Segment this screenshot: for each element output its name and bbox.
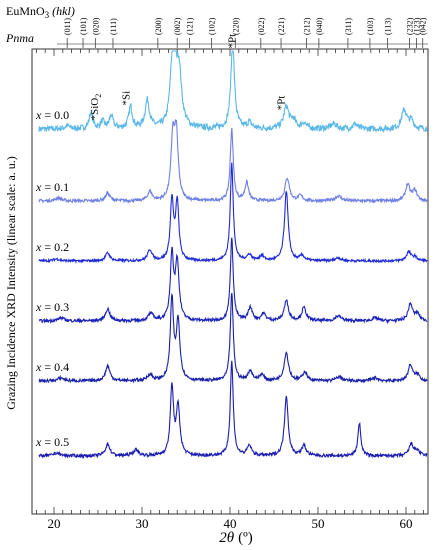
peak-annotation: *SiO2 — [89, 94, 103, 121]
y-axis-label: Grazing Incidence XRD Intensity (linear … — [4, 156, 18, 410]
series-label: x = 0.3 — [35, 300, 69, 314]
hkl-tick-label: (212) — [303, 17, 312, 35]
peak-annotation: *Si — [121, 91, 133, 106]
hkl-tick-label: (221) — [277, 17, 286, 35]
hkl-tick-label: (121) — [186, 17, 195, 35]
x-tick-label: 50 — [312, 516, 325, 531]
space-group-label: Pnma — [5, 31, 34, 45]
hkl-tick-label: (123) — [413, 17, 422, 35]
series-line — [38, 237, 428, 325]
x-tick-label: 20 — [48, 516, 61, 531]
series-group: x = 0.0 x = 0.1 x = 0.2 x = 0.3 x = 0.4 x = 0… — [35, 50, 428, 460]
peak-annotation-group: *SiO2 *Si *Pt *Pt — [89, 34, 288, 121]
series-label: x = 0.4 — [35, 360, 69, 374]
hkl-tick-label: (042) — [419, 17, 428, 35]
figure-header: EuMnO3 (hkl) Pnma — [5, 4, 75, 45]
x-tick-label: 30 — [136, 516, 149, 531]
hkl-tick-label: (002) — [173, 17, 182, 35]
series-line — [38, 360, 428, 460]
series-label: x = 0.2 — [35, 240, 69, 254]
hkl-tick-label: (220) — [231, 17, 240, 35]
peak-annotation: *Pt — [276, 96, 288, 111]
hkl-tick-label: (311) — [344, 18, 353, 35]
hkl-tick-label: (102) — [208, 17, 217, 35]
x-tick-label: 40 — [224, 516, 237, 531]
hkl-tick-label: (232) — [406, 17, 415, 35]
x-axis: 20 30 40 50 60 — [36, 49, 425, 531]
hkl-tick-label: (011) — [63, 18, 72, 35]
peak-annotation: *Pt — [226, 34, 238, 49]
hkl-tick-label: (113) — [384, 18, 393, 35]
compound-label: EuMnO3 (hkl) — [6, 4, 75, 20]
series-line — [38, 162, 428, 265]
hkl-tick-label: (022) — [257, 17, 266, 35]
series-label: x = 0.5 — [35, 435, 69, 449]
x-tick-label: 60 — [400, 516, 413, 531]
series-line — [38, 118, 428, 204]
hkl-tick-label: (200) — [154, 17, 163, 35]
hkl-tick-label: (040) — [315, 17, 324, 35]
hkl-tick-label: (020) — [91, 17, 100, 35]
x-axis-label: 2θ (º) — [219, 530, 253, 546]
series-line — [38, 292, 428, 384]
hkl-tick-label: (101) — [79, 17, 88, 35]
hkl-tick-label: (111) — [109, 18, 118, 35]
series-line — [38, 50, 428, 134]
hkl-tick-label: (103) — [366, 17, 375, 35]
hkl-tick-group: (011) (101) (020) (111) (200) (002) (121) (102)… — [63, 17, 428, 48]
series-label: x = 0.0 — [35, 108, 69, 122]
series-label: x = 0.1 — [35, 180, 69, 194]
